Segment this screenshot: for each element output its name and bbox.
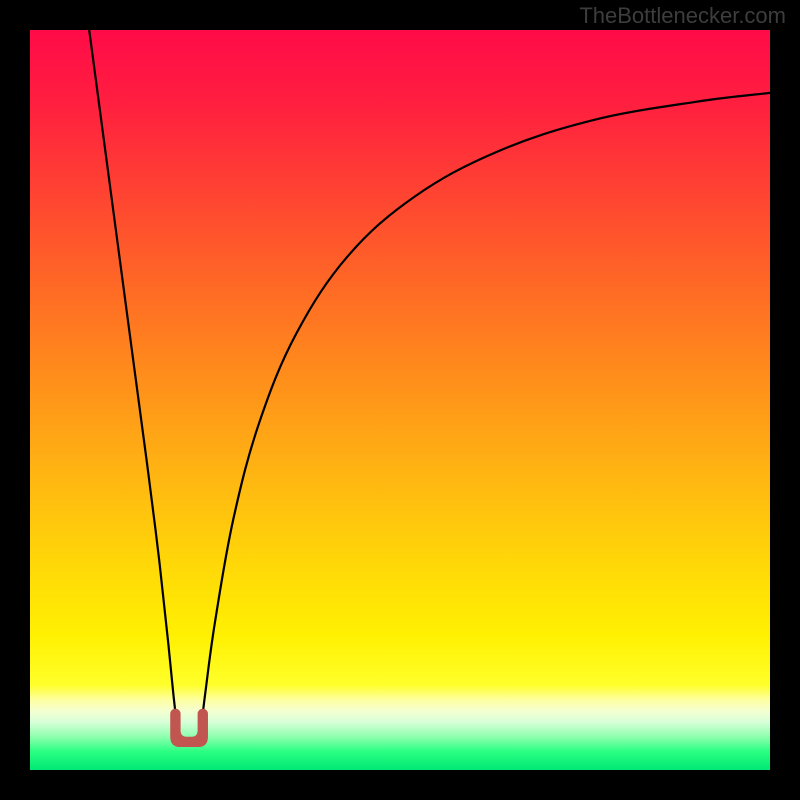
chart-background [30, 30, 770, 770]
branding-watermark: TheBottlenecker.com [579, 3, 786, 29]
bottleneck-chart [0, 0, 800, 800]
chart-stage: TheBottlenecker.com [0, 0, 800, 800]
